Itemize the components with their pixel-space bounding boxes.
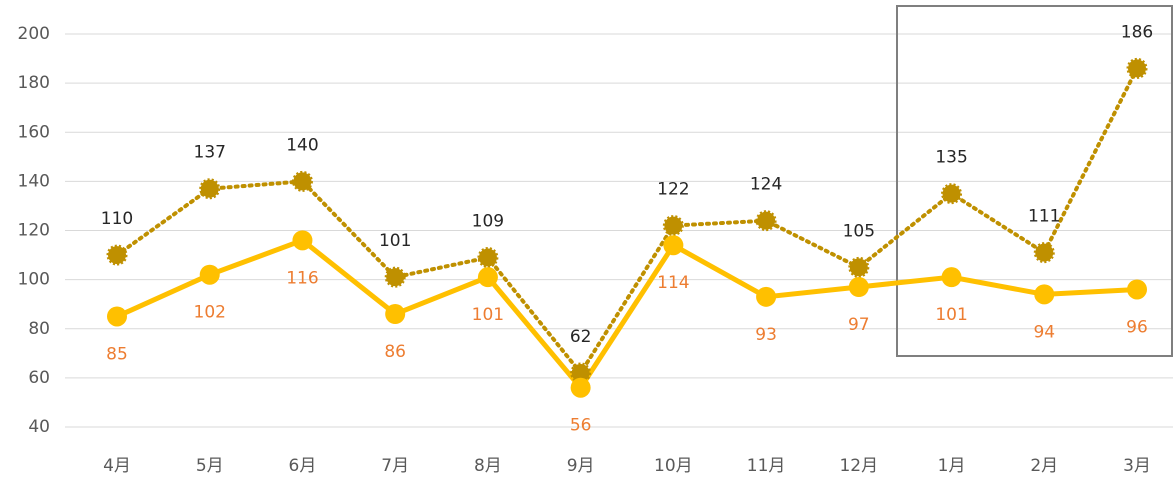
marker [848,256,870,278]
data-label: 114 [657,273,689,293]
y-tick-label: 160 [18,122,50,142]
data-label: 62 [570,327,592,347]
data-label: 56 [570,416,592,436]
x-tick-label: 11月 [747,456,786,476]
x-tick-label: 10月 [654,456,693,476]
marker [663,235,684,256]
x-tick-label: 12月 [839,456,878,476]
marker [941,183,963,205]
y-tick-label: 100 [18,270,50,290]
x-tick-label: 7月 [381,456,409,476]
data-label: 102 [194,303,226,323]
data-label: 116 [286,268,318,288]
data-label: 137 [194,143,226,163]
data-label: 110 [101,209,133,229]
data-label: 101 [379,231,411,251]
marker [941,267,962,288]
data-label: 124 [750,175,782,195]
x-tick-label: 2月 [1030,456,1058,476]
marker [107,306,127,327]
y-tick-label: 60 [28,368,50,388]
data-label: 135 [935,148,967,168]
x-tick-label: 8月 [474,456,502,476]
x-tick-label: 5月 [196,456,224,476]
y-tick-label: 120 [18,221,50,241]
data-label: 94 [1033,322,1055,342]
marker [1033,242,1055,264]
marker [1126,57,1148,79]
marker [385,304,406,325]
x-tick-label: 1月 [938,456,966,476]
marker [1127,279,1147,300]
data-label: 85 [106,344,128,364]
data-label: 186 [1121,22,1153,42]
marker [755,210,777,232]
data-label: 105 [843,221,875,241]
marker [662,215,684,237]
marker [199,178,221,200]
y-tick-label: 180 [18,73,50,93]
x-tick-label: 3月 [1123,456,1151,476]
data-label: 101 [935,305,967,325]
marker [106,244,128,266]
data-label: 101 [472,305,504,325]
series-line [115,66,1139,377]
marker [384,266,406,288]
data-label: 96 [1126,317,1148,337]
y-tick-label: 140 [18,171,50,191]
marker [756,286,777,307]
marker [570,377,591,398]
x-tick-label: 9月 [567,456,595,476]
marker [292,230,313,251]
marker [477,267,498,288]
data-label: 109 [472,212,504,232]
data-label: 122 [657,180,689,200]
data-label: 140 [286,135,318,155]
marker [199,264,220,285]
data-label: 86 [384,342,406,362]
marker [291,170,313,192]
x-tick-label: 4月 [103,456,131,476]
series-line [114,237,1140,392]
data-label: 93 [755,325,777,345]
highlight-box [896,5,1173,357]
y-tick-label: 40 [28,417,50,437]
x-tick-label: 6月 [289,456,317,476]
data-label: 111 [1028,207,1060,227]
marker [570,362,592,384]
y-tick-label: 80 [28,319,50,339]
marker [848,276,869,297]
y-tick-label: 200 [18,24,50,44]
data-label: 97 [848,315,870,335]
marker [477,247,499,269]
marker [1034,284,1055,305]
